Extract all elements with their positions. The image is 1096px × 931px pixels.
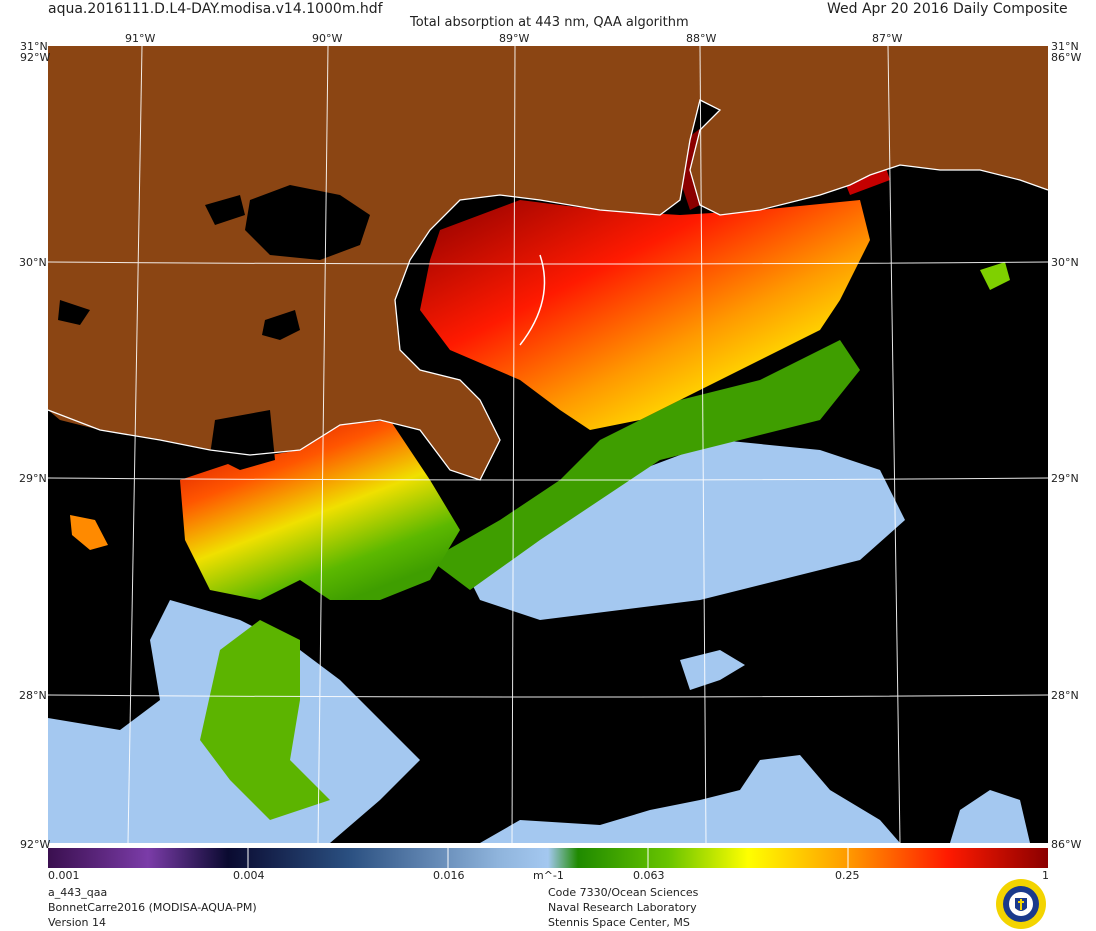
colorbar-tick-0004: 0.004 [233, 869, 265, 882]
lon-label-91w: 91°W [125, 32, 156, 45]
coastline [47, 99, 1049, 481]
product-name: a_443_qaa [48, 886, 108, 899]
inland-lakes [58, 185, 370, 470]
file-name: aqua.2016111.D.L4-DAY.modisa.v14.1000m.h… [48, 1, 383, 17]
lon-label-87w: 87°W [872, 32, 903, 45]
corner-bottom-left: 92°W [20, 838, 51, 851]
org-code: Code 7330/Ocean Sciences [548, 886, 699, 899]
colorbar-tick-1: 1 [1042, 869, 1049, 882]
map-title: Total absorption at 443 nm, QAA algorith… [410, 15, 689, 30]
lon-label-88w: 88°W [686, 32, 717, 45]
orange-patch [70, 515, 108, 550]
org-location: Stennis Space Center, MS [548, 916, 690, 929]
graticule [47, 45, 1049, 844]
colorbar-tick-0001: 0.001 [48, 869, 80, 882]
lat-label-30n-left: 30°N [19, 256, 47, 269]
lon-label-89w: 89°W [499, 32, 530, 45]
lat-label-29n-left: 29°N [19, 472, 47, 485]
lat-label-30n-right: 30°N [1051, 256, 1079, 269]
clear-water-areas [48, 440, 1030, 843]
colorbar-tick-025: 0.25 [835, 869, 860, 882]
lat-label-28n-left: 28°N [19, 689, 47, 702]
chandeleur-islands [519, 254, 546, 346]
corner-top-left: 31°N [20, 40, 48, 53]
lat-label-29n-right: 29°N [1051, 472, 1079, 485]
colorbar-tick-0063: 0.063 [633, 869, 665, 882]
lon-label-90w: 90°W [312, 32, 343, 45]
corner-bottom-right: 86°W [1051, 838, 1082, 851]
absorption-map [47, 45, 1049, 868]
colorbar-tick-0016: 0.016 [433, 869, 465, 882]
colorbar-ticks [247, 848, 849, 868]
corner-top-right: 31°N [1051, 40, 1079, 53]
version-label: Version 14 [48, 916, 106, 929]
nrl-seal-icon [996, 879, 1046, 929]
composite-date: Wed Apr 20 2016 Daily Composite [827, 1, 1068, 17]
green-water-areas [200, 262, 1010, 820]
land-area [48, 46, 1048, 480]
project-name: BonnetCarre2016 (MODISA-AQUA-PM) [48, 901, 257, 914]
colorbar-units: m^-1 [533, 869, 564, 882]
eastern-plume [420, 200, 870, 430]
lat-label-28n-right: 28°N [1051, 689, 1079, 702]
corner-side-top-right: 86°W [1051, 51, 1082, 64]
corner-side-top-left: 92°W [20, 51, 51, 64]
colorbar-gradient [48, 848, 1048, 868]
org-name: Naval Research Laboratory [548, 901, 697, 914]
